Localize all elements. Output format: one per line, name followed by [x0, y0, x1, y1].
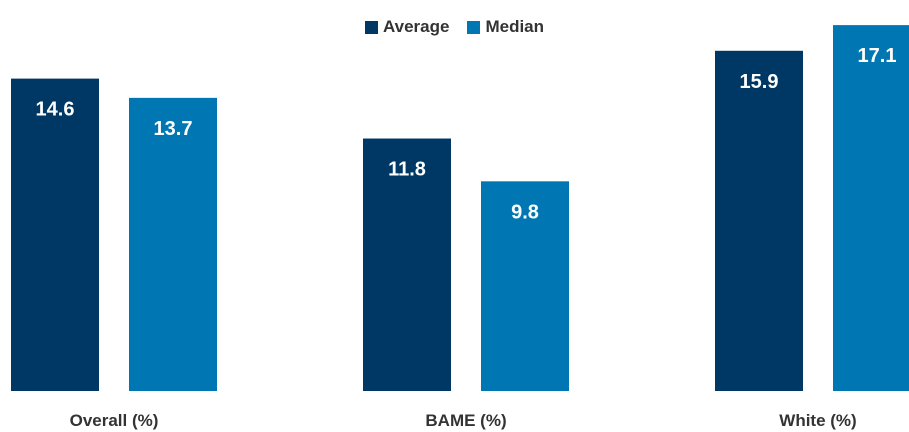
category-label-bame: BAME (%) [425, 411, 506, 430]
legend-label-median: Median [485, 17, 545, 36]
data-label-average-white: 15.9 [740, 71, 779, 93]
bar-median-overall [129, 97, 217, 392]
bar-average-white [715, 50, 803, 391]
bar-average-overall [11, 78, 99, 391]
bar-average-bame [363, 138, 451, 391]
bar-median-bame [481, 181, 569, 391]
bar-median-white [833, 25, 909, 392]
data-label-median-overall: 13.7 [154, 118, 193, 140]
category-label-white: White (%) [779, 411, 856, 430]
legend-swatch-average [364, 20, 378, 34]
bars-group [11, 25, 909, 392]
data-label-average-bame: 11.8 [388, 159, 426, 181]
data-label-average-overall: 14.6 [36, 99, 75, 121]
legend-item-median: Median [467, 17, 544, 37]
legend-item-average: Average [364, 17, 450, 37]
data-label-median-bame: 9.8 [511, 201, 539, 223]
legend-label-average: Average [382, 17, 450, 36]
value-labels-group: 14.6 13.7 11.8 9.8 15.9 17.1 [36, 45, 897, 223]
legend-swatch-median [467, 20, 481, 34]
category-label-overall: Overall (%) [70, 411, 159, 430]
data-label-median-white: 17.1 [858, 45, 897, 67]
category-labels-group: Overall (%) BAME (%) White (%) [70, 411, 857, 430]
legend: Average Median [0, 14, 909, 40]
